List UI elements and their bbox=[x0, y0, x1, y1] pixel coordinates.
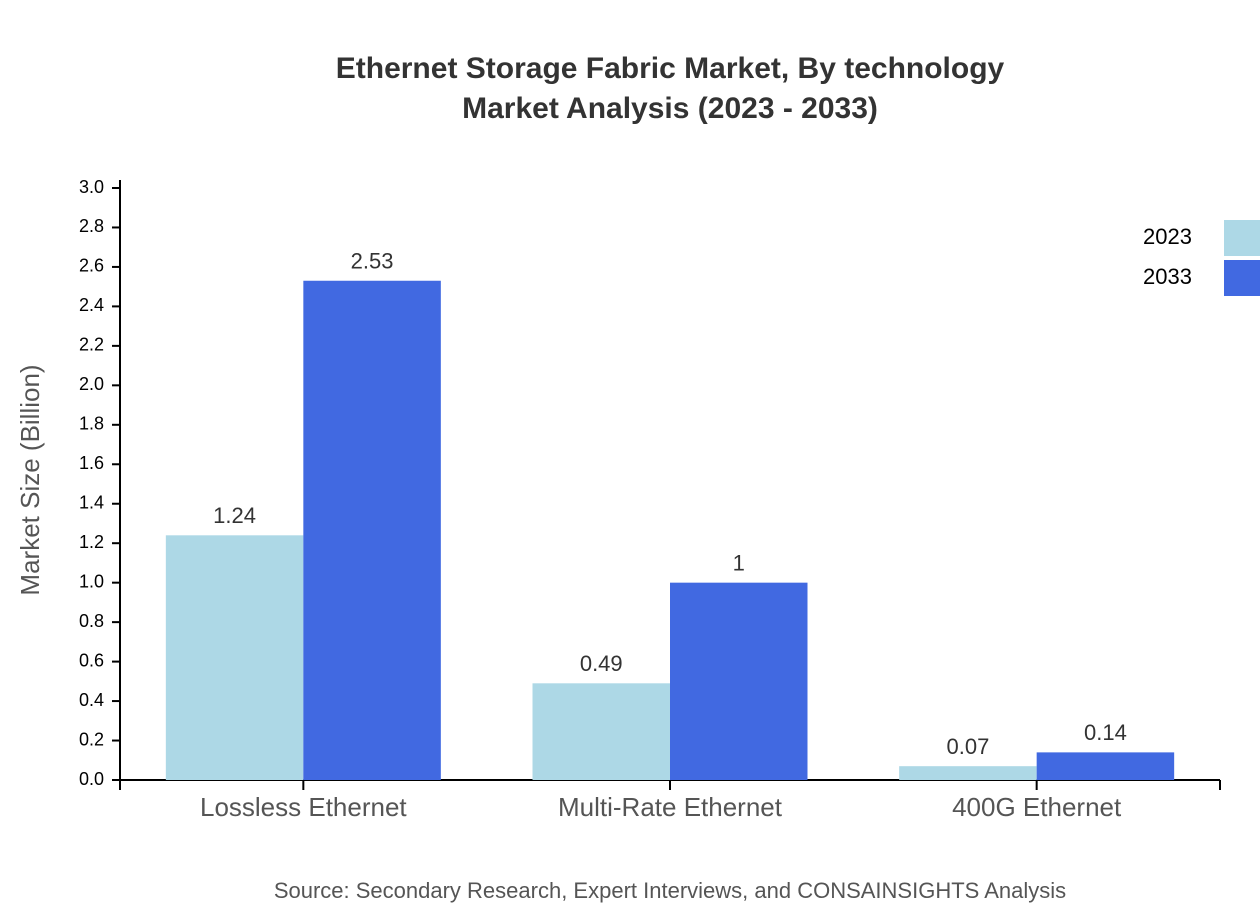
y-tick-label: 2.6 bbox=[79, 256, 104, 276]
chart-subtitle: Market Analysis (2023 - 2033) bbox=[462, 92, 878, 125]
value-label: 0.07 bbox=[947, 734, 990, 759]
value-label: 0.49 bbox=[580, 651, 623, 676]
source-note: Source: Secondary Research, Expert Inter… bbox=[274, 878, 1066, 903]
bar bbox=[303, 280, 441, 780]
y-tick-label: 3.0 bbox=[79, 177, 104, 197]
legend-swatch bbox=[1224, 260, 1260, 296]
y-tick-label: 0.8 bbox=[79, 611, 104, 631]
y-tick-label: 2.4 bbox=[79, 295, 104, 315]
y-tick-label: 1.0 bbox=[79, 571, 104, 591]
bar bbox=[1036, 752, 1175, 780]
bar bbox=[670, 582, 808, 780]
x-tick-label: 400G Ethernet bbox=[952, 792, 1122, 822]
x-tick-label: Multi-Rate Ethernet bbox=[558, 792, 783, 822]
bar bbox=[532, 683, 670, 780]
legend-label: 2023 bbox=[1143, 224, 1192, 249]
y-tick-label: 1.8 bbox=[79, 414, 104, 434]
y-tick-label: 1.4 bbox=[79, 492, 104, 512]
legend-swatch bbox=[1224, 220, 1260, 256]
value-label: 2.53 bbox=[351, 249, 394, 274]
y-tick-label: 0.0 bbox=[79, 769, 104, 789]
y-tick-label: 2.8 bbox=[79, 216, 104, 236]
bar bbox=[165, 535, 304, 780]
y-tick-label: 0.2 bbox=[79, 729, 104, 749]
y-tick-label: 1.6 bbox=[79, 453, 104, 473]
value-label: 0.14 bbox=[1084, 720, 1127, 745]
y-tick-label: 2.2 bbox=[79, 335, 104, 355]
y-tick-label: 2.0 bbox=[79, 374, 104, 394]
value-label: 1 bbox=[733, 550, 745, 575]
chart-title: Ethernet Storage Fabric Market, By techn… bbox=[336, 52, 1005, 85]
y-tick-label: 0.6 bbox=[79, 650, 104, 670]
value-label: 1.24 bbox=[213, 503, 256, 528]
x-tick-label: Lossless Ethernet bbox=[200, 792, 407, 822]
y-tick-label: 1.2 bbox=[79, 532, 104, 552]
y-tick-label: 0.4 bbox=[79, 690, 104, 710]
y-axis-label: Market Size (Billion) bbox=[15, 364, 45, 595]
bar bbox=[899, 766, 1037, 780]
legend-label: 2033 bbox=[1143, 264, 1192, 289]
